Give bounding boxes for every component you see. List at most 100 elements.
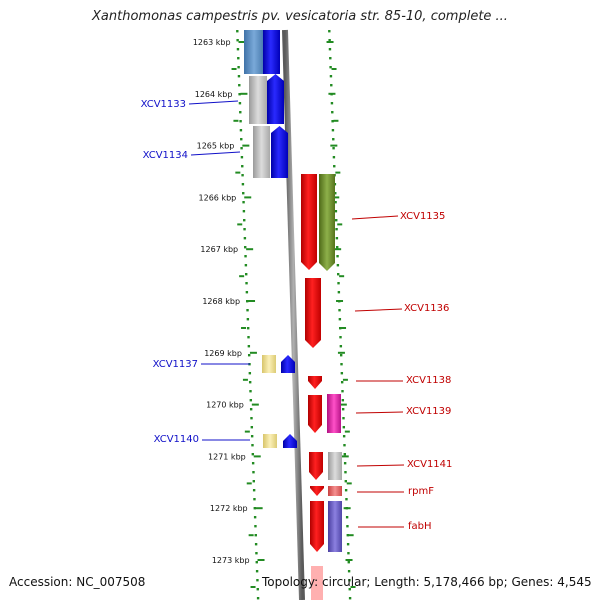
ruler-dot bbox=[329, 66, 332, 69]
gene-label[interactable]: XCV1133 bbox=[141, 99, 186, 110]
ruler-dot bbox=[240, 147, 243, 150]
ruler-minor-tick bbox=[239, 275, 245, 278]
ruler-tick-label: 1271 kbp bbox=[208, 452, 246, 461]
red-feature-arrow[interactable] bbox=[310, 501, 324, 552]
red-feature-arrow[interactable] bbox=[301, 174, 317, 270]
ruler-dot bbox=[250, 426, 254, 429]
gene-label[interactable]: fabH bbox=[408, 521, 432, 532]
ruler-tick bbox=[326, 41, 334, 43]
ruler-dot bbox=[245, 291, 249, 294]
gene-label[interactable]: XCV1136 bbox=[404, 303, 449, 314]
ruler-dot bbox=[256, 597, 260, 600]
ruler-dot bbox=[333, 165, 336, 168]
gene-label[interactable]: XCV1140 bbox=[154, 434, 199, 445]
ruler-minor-tick bbox=[344, 430, 350, 433]
ruler-dot bbox=[256, 579, 259, 582]
olive-feature[interactable] bbox=[319, 174, 335, 271]
accession-text: Accession: NC_007508 bbox=[9, 575, 146, 589]
gene-label[interactable]: rpmF bbox=[408, 486, 434, 497]
ruler-minor-tick bbox=[348, 534, 354, 537]
grey-feature[interactable] bbox=[253, 126, 270, 178]
steelblue-feature[interactable] bbox=[244, 30, 264, 74]
ruler-dot bbox=[241, 174, 244, 177]
red-feature-arrow[interactable] bbox=[310, 486, 324, 496]
ruler-dot bbox=[237, 75, 241, 78]
ruler-dot bbox=[334, 210, 338, 213]
red-feature-arrow[interactable] bbox=[308, 376, 322, 389]
ruler-dot bbox=[244, 246, 247, 249]
red-feature-arrow[interactable] bbox=[309, 452, 323, 480]
ruler-dot bbox=[245, 273, 248, 276]
ruler-tick bbox=[334, 248, 342, 251]
ruler-dot bbox=[337, 273, 340, 276]
red-feature-arrow[interactable] bbox=[308, 395, 322, 433]
ruler-dot bbox=[242, 192, 245, 195]
gene-callout-line bbox=[188, 100, 239, 105]
pink-feature[interactable] bbox=[311, 566, 323, 600]
feature-layer bbox=[244, 30, 342, 600]
ruler-tick bbox=[341, 455, 349, 458]
red-feature-arrow[interactable] bbox=[305, 278, 321, 348]
grey-feature[interactable] bbox=[328, 452, 342, 480]
ruler-dot bbox=[237, 57, 240, 60]
ruler-minor-tick bbox=[231, 68, 237, 70]
ruler-dot bbox=[236, 48, 240, 51]
ruler-dot bbox=[250, 417, 253, 420]
ruler-tick bbox=[343, 507, 351, 510]
ruler-dot bbox=[346, 525, 349, 528]
blue-feature-arrow[interactable] bbox=[281, 355, 295, 373]
gene-callout-line bbox=[351, 215, 399, 220]
gene-label[interactable]: XCV1137 bbox=[153, 359, 198, 370]
ruler-dot bbox=[249, 408, 253, 411]
ruler-dot bbox=[340, 372, 344, 375]
ruler-dot bbox=[244, 255, 247, 258]
blue-feature-arrow[interactable] bbox=[263, 30, 280, 74]
ruler-minor-tick bbox=[337, 223, 343, 226]
ruler-dot bbox=[246, 318, 250, 321]
ruler-tick bbox=[337, 351, 345, 354]
ruler-dot bbox=[335, 237, 339, 240]
gene-callout-line bbox=[354, 308, 403, 312]
magenta-feature[interactable] bbox=[327, 394, 341, 433]
ruler-dot bbox=[329, 75, 333, 78]
ruler-minor-tick bbox=[242, 378, 248, 381]
ruler-minor-tick bbox=[250, 586, 256, 588]
ruler-dot bbox=[248, 381, 252, 384]
blue-feature-arrow[interactable] bbox=[267, 74, 284, 124]
pink-feature[interactable] bbox=[328, 486, 342, 496]
gene-callout-line bbox=[355, 411, 404, 414]
gene-label[interactable]: XCV1134 bbox=[143, 150, 188, 161]
ruler-dot bbox=[340, 381, 344, 384]
ruler-minor-tick bbox=[248, 534, 254, 537]
ruler-tick bbox=[332, 196, 340, 199]
ruler-dot bbox=[253, 507, 256, 510]
gene-callout-line bbox=[190, 151, 241, 156]
pale-yellow-feature[interactable] bbox=[263, 434, 277, 448]
ruler-dot bbox=[250, 435, 254, 438]
ruler-dot bbox=[332, 138, 335, 141]
genome-backbone bbox=[282, 29, 305, 600]
ruler-dot bbox=[242, 210, 246, 213]
pale-yellow-feature[interactable] bbox=[262, 355, 276, 373]
ruler-dot bbox=[236, 30, 239, 33]
gene-label[interactable]: XCV1138 bbox=[406, 375, 451, 386]
ruler-dot bbox=[254, 543, 258, 546]
ruler-dot bbox=[242, 201, 245, 204]
blue-feature-arrow[interactable] bbox=[271, 126, 288, 178]
slate-feature[interactable] bbox=[328, 501, 342, 552]
gene-label[interactable]: XCV1139 bbox=[406, 406, 451, 417]
ruler-dot bbox=[240, 138, 243, 141]
ruler-tick-label: 1266 kbp bbox=[199, 193, 237, 202]
ruler-dot bbox=[330, 84, 333, 87]
blue-feature-arrow[interactable] bbox=[283, 434, 297, 448]
ruler-tick-label: 1270 kbp bbox=[206, 401, 244, 410]
grey-feature[interactable] bbox=[249, 76, 267, 124]
gene-label[interactable]: XCV1141 bbox=[407, 459, 452, 470]
ruler-tick-label: 1273 kbp bbox=[212, 556, 250, 565]
ruler-dot bbox=[252, 471, 255, 474]
ruler-minor-tick bbox=[342, 378, 348, 381]
ruler-tick bbox=[251, 403, 259, 406]
gene-label[interactable]: XCV1135 bbox=[400, 211, 445, 222]
ruler-minor-tick bbox=[333, 119, 339, 122]
